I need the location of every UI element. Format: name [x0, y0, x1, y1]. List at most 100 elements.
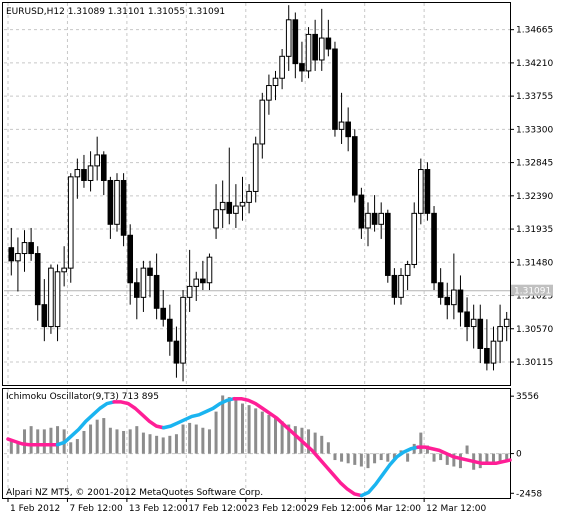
oscillator-histogram-bar [89, 424, 93, 454]
oscillator-histogram-bar [9, 439, 13, 454]
candle [15, 237, 21, 292]
current-price-badge: 1.31091 [511, 284, 553, 297]
candle-body-bearish [100, 154, 107, 181]
candle-body-bullish [497, 326, 503, 342]
candle-body-bullish [503, 318, 510, 328]
oscillator-histogram-bar [201, 427, 205, 454]
candle-body-bearish [431, 212, 437, 284]
candle-body-bearish [28, 242, 34, 255]
oscillator-histogram-bar [128, 429, 132, 454]
candle-body-bearish [444, 296, 451, 306]
oscillator-histogram-bar [465, 445, 469, 454]
candle [292, 12, 299, 79]
oscillator-histogram-bar [505, 453, 509, 461]
time-tick-label: 23 Feb 12:00 [248, 504, 307, 514]
candle-body-bearish [8, 247, 15, 262]
candle-body-bearish [384, 212, 391, 276]
oscillator-line-down [416, 445, 512, 466]
time-tick-label: 29 Feb 12:00 [307, 504, 366, 514]
candle [299, 41, 305, 82]
candle-body-bullish [213, 209, 219, 229]
candle-body-bullish [180, 296, 186, 364]
candle-body-bearish [226, 201, 233, 214]
candle [457, 275, 464, 327]
candle-body-bearish [484, 347, 490, 364]
candle-body-bearish [424, 169, 431, 214]
oscillator-histogram-bar [227, 397, 231, 454]
oscillator-histogram-bar [353, 453, 357, 465]
candle [351, 129, 358, 203]
candle-body-bullish [305, 33, 312, 72]
candle-body-bullish [15, 253, 21, 262]
candle [246, 184, 252, 214]
candle-body-bearish [437, 282, 444, 298]
oscillator-histogram-bar [425, 445, 429, 454]
candle [200, 260, 206, 291]
candle-body-bullish [246, 190, 252, 203]
candle [219, 180, 226, 228]
candle [74, 158, 81, 199]
candle-body-bullish [272, 77, 279, 87]
candle-body-bearish [167, 318, 173, 342]
price-tick-label: 1.30115 [516, 358, 553, 368]
candle [48, 264, 54, 334]
oscillator-histogram-bar [161, 437, 165, 454]
candle [28, 227, 34, 261]
oscillator-histogram-bar [234, 400, 238, 454]
candle-body-bullish [470, 318, 477, 328]
candle [464, 297, 470, 342]
oscillator-histogram-bar [452, 453, 456, 467]
oscillator-histogram-bar [293, 426, 297, 454]
candle-body-bearish [345, 121, 351, 138]
oscillator-histogram-bar [307, 429, 311, 454]
candle [173, 326, 180, 378]
oscillator-histogram-bar [392, 453, 396, 459]
oscillator-histogram-bar [320, 435, 324, 454]
candle [206, 253, 213, 291]
oscillator-histogram-bar [102, 418, 106, 454]
oscillator-histogram-bar [485, 453, 489, 464]
candle-body-bearish [160, 307, 167, 320]
candle [94, 136, 100, 181]
candle [371, 195, 378, 232]
candlestick-series [8, 5, 510, 382]
oscillator-line-down [112, 400, 166, 430]
candle-body-bearish [41, 304, 48, 328]
candle [120, 173, 127, 247]
oscillator-line-up [359, 445, 420, 498]
candle-body-bullish [233, 205, 239, 214]
candle-body-bullish [140, 267, 147, 298]
oscillator-histogram-bar [69, 442, 73, 454]
oscillator-histogram-bar [478, 453, 482, 469]
oscillator-line-up [55, 400, 116, 447]
candle [411, 202, 418, 269]
oscillator-histogram-bar [214, 411, 218, 454]
oscillator-histogram-bar [82, 430, 86, 454]
oscillator-histogram-bar [42, 429, 46, 454]
price-axis: 1.34665 1.34210 1.33755 1.33300 1.32845 1.323… [510, 26, 553, 368]
oscillator-histogram-bar [135, 426, 139, 454]
oscillator-histogram-bar [313, 432, 317, 454]
candle [424, 162, 431, 221]
oscillator-histogram-bar [260, 411, 264, 454]
candle-body-bullish [451, 289, 457, 306]
oscillator-histogram-bar [95, 419, 99, 454]
candle-body-bearish [133, 282, 140, 298]
price-tick-label: 1.33300 [516, 125, 553, 135]
candle [100, 151, 107, 196]
candle-body-bullish [48, 267, 54, 328]
candle-body-bullish [404, 263, 411, 276]
price-chart-title: EURUSD,H12 1.31089 1.31101 1.31055 1.310… [6, 7, 225, 17]
oscillator-histogram-bar [439, 453, 443, 461]
candle-body-bearish [299, 63, 305, 72]
candle-body-bearish [477, 318, 484, 349]
candle [384, 209, 391, 283]
candle [140, 260, 147, 312]
candle [358, 187, 365, 239]
candle-body-bullish [259, 99, 266, 145]
candle [226, 147, 233, 225]
oscillator-tick-label: 0 [516, 450, 522, 460]
oscillator-histogram-bar [247, 405, 251, 454]
oscillator-histogram-bar [419, 432, 423, 454]
time-axis: 1 Feb 2012 7 Feb 12:00 13 Feb 12:00 17 Feb … [7, 498, 486, 514]
